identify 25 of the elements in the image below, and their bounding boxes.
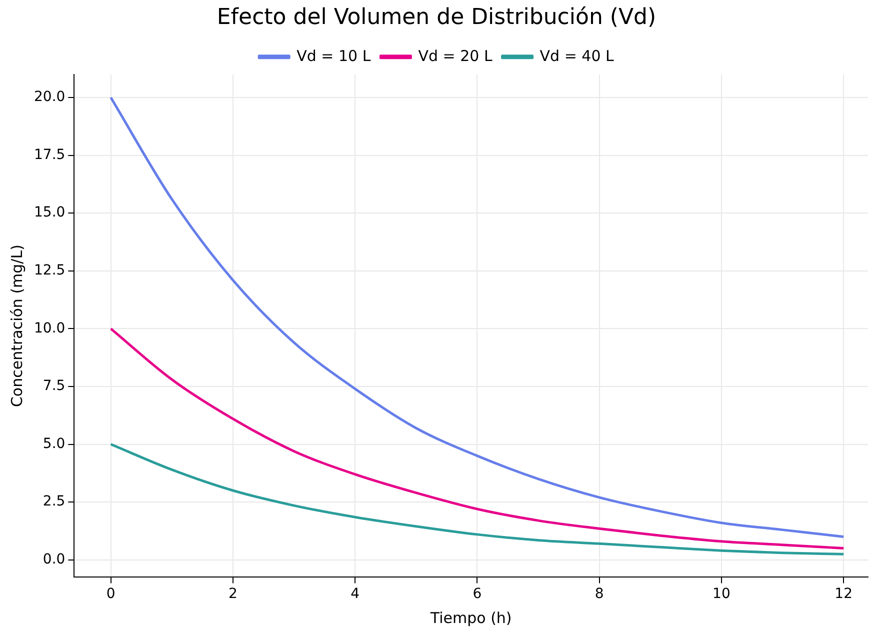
legend-label: Vd = 20 L xyxy=(418,46,493,65)
chart-title: Efecto del Volumen de Distribución (Vd) xyxy=(216,4,656,30)
x-tick-label: 12 xyxy=(834,586,852,602)
y-tick-label: 2.5 xyxy=(42,494,66,510)
x-tick-label: 2 xyxy=(228,586,238,602)
y-tick-label: 15.0 xyxy=(34,204,66,221)
y-tick-label: 17.5 xyxy=(34,146,66,163)
line-series xyxy=(110,327,845,550)
x-tick-label: 4 xyxy=(350,586,360,602)
y-tick-label: 20.0 xyxy=(34,89,66,106)
y-axis-title: Concentración (mg/L) xyxy=(8,244,26,408)
x-tick-label: 0 xyxy=(106,586,116,602)
line-series xyxy=(110,96,845,538)
legend-label: Vd = 10 L xyxy=(296,46,372,65)
x-axis-title: Tiempo (h) xyxy=(429,608,512,627)
x-tick-label: 8 xyxy=(594,586,604,602)
y-tick-label: 7.5 xyxy=(42,378,66,394)
y-tick-label: 10.0 xyxy=(34,320,66,336)
y-tick-label: 5.0 xyxy=(42,436,66,452)
y-tick-label: 0.0 xyxy=(42,552,66,568)
legend-label: Vd = 40 L xyxy=(540,46,615,65)
x-tick-label: 10 xyxy=(712,586,730,602)
y-tick-label: 12.5 xyxy=(34,262,66,279)
line-series xyxy=(110,443,845,556)
x-tick-label: 6 xyxy=(472,586,482,602)
